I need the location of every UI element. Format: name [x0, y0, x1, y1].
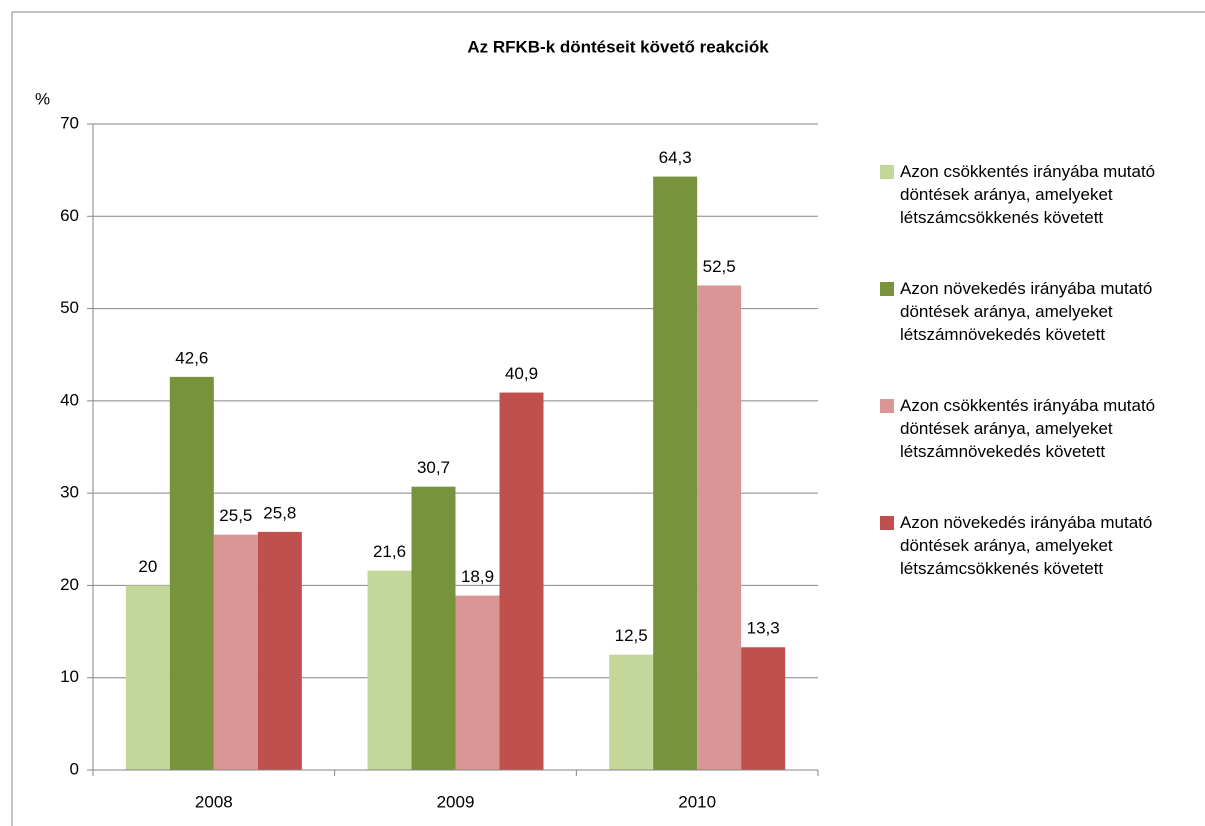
bar — [609, 654, 654, 770]
legend-swatch — [880, 165, 894, 179]
y-tick-label: 70 — [60, 113, 79, 132]
value-label: 21,6 — [373, 542, 406, 561]
legend: Azon csökkentés irányába mutató döntések… — [880, 160, 1190, 628]
value-label: 42,6 — [175, 348, 208, 367]
bar — [169, 376, 214, 770]
value-label: 12,5 — [615, 626, 648, 645]
value-label: 40,9 — [505, 364, 538, 383]
legend-item: Azon csökkentés irányába mutató döntések… — [880, 160, 1190, 229]
bar — [697, 285, 742, 770]
legend-label: Azon növekedés irányába mutató döntések … — [900, 279, 1153, 344]
legend-label: Azon csökkentés irányába mutató döntések… — [900, 396, 1156, 461]
legend-label: Azon növekedés irányába mutató döntések … — [900, 513, 1153, 578]
y-axis-label: % — [35, 89, 50, 108]
y-tick-label: 0 — [70, 759, 79, 778]
bar — [411, 486, 456, 770]
y-tick-label: 50 — [60, 298, 79, 317]
y-tick-label: 40 — [60, 390, 79, 409]
bar — [257, 531, 302, 770]
x-tick-label: 2010 — [678, 792, 716, 811]
bar — [213, 534, 258, 770]
bar — [455, 595, 500, 770]
chart-frame — [11, 11, 1205, 826]
bar — [741, 647, 786, 770]
value-label: 18,9 — [461, 567, 494, 586]
legend-item: Azon növekedés irányába mutató döntések … — [880, 511, 1190, 580]
x-tick-label: 2009 — [437, 792, 475, 811]
y-tick-label: 10 — [60, 667, 79, 686]
y-tick-label: 60 — [60, 206, 79, 225]
bar — [125, 585, 170, 770]
y-tick-label: 20 — [60, 575, 79, 594]
value-label: 20 — [138, 557, 157, 576]
value-label: 52,5 — [703, 257, 736, 276]
value-label: 25,5 — [219, 506, 252, 525]
value-label: 64,3 — [659, 148, 692, 167]
bar — [653, 176, 698, 771]
legend-item: Azon növekedés irányába mutató döntések … — [880, 277, 1190, 346]
bar — [367, 570, 412, 770]
x-tick-label: 2008 — [195, 792, 233, 811]
legend-swatch — [880, 399, 894, 413]
legend-swatch — [880, 282, 894, 296]
legend-swatch — [880, 516, 894, 530]
y-tick-label: 30 — [60, 483, 79, 502]
value-label: 25,8 — [263, 503, 296, 522]
chart-title: Az RFKB-k döntéseit követő reakciók — [467, 37, 769, 56]
value-label: 13,3 — [747, 619, 780, 638]
bar — [499, 392, 544, 770]
value-label: 30,7 — [417, 458, 450, 477]
legend-item: Azon csökkentés irányába mutató döntések… — [880, 394, 1190, 463]
legend-label: Azon csökkentés irányába mutató döntések… — [900, 162, 1156, 227]
